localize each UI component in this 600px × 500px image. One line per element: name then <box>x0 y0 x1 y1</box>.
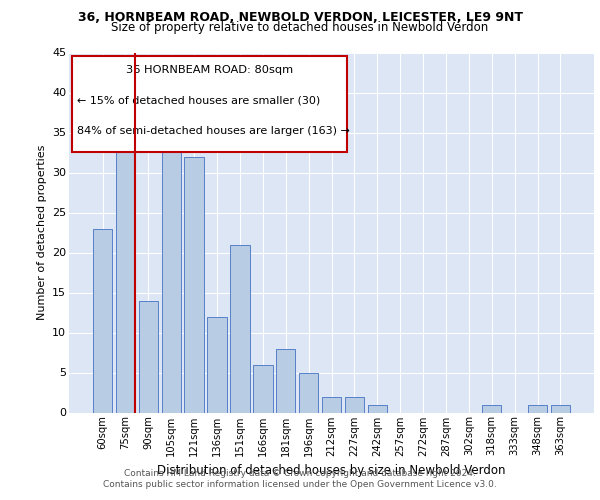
Bar <box>230 244 250 412</box>
Text: Size of property relative to detached houses in Newbold Verdon: Size of property relative to detached ho… <box>112 22 488 35</box>
Bar <box>482 404 502 412</box>
Bar <box>93 228 112 412</box>
Text: Contains public sector information licensed under the Open Government Licence v3: Contains public sector information licen… <box>103 480 497 489</box>
Bar <box>161 148 181 412</box>
Text: ← 15% of detached houses are smaller (30): ← 15% of detached houses are smaller (30… <box>77 96 320 106</box>
Bar <box>368 404 387 412</box>
Text: 36, HORNBEAM ROAD, NEWBOLD VERDON, LEICESTER, LE9 9NT: 36, HORNBEAM ROAD, NEWBOLD VERDON, LEICE… <box>77 11 523 24</box>
Bar <box>116 140 135 412</box>
Text: 84% of semi-detached houses are larger (163) →: 84% of semi-detached houses are larger (… <box>77 126 350 136</box>
Bar <box>208 316 227 412</box>
FancyBboxPatch shape <box>71 56 347 152</box>
Bar <box>528 404 547 412</box>
Bar <box>344 396 364 412</box>
Bar <box>551 404 570 412</box>
Bar <box>139 300 158 412</box>
Bar <box>322 396 341 412</box>
Text: 36 HORNBEAM ROAD: 80sqm: 36 HORNBEAM ROAD: 80sqm <box>126 65 293 75</box>
Text: Contains HM Land Registry data © Crown copyright and database right 2024.: Contains HM Land Registry data © Crown c… <box>124 469 476 478</box>
Bar <box>253 364 272 412</box>
Bar <box>184 156 204 412</box>
Y-axis label: Number of detached properties: Number of detached properties <box>37 145 47 320</box>
Bar <box>299 372 319 412</box>
X-axis label: Distribution of detached houses by size in Newbold Verdon: Distribution of detached houses by size … <box>157 464 506 477</box>
Bar <box>276 348 295 412</box>
